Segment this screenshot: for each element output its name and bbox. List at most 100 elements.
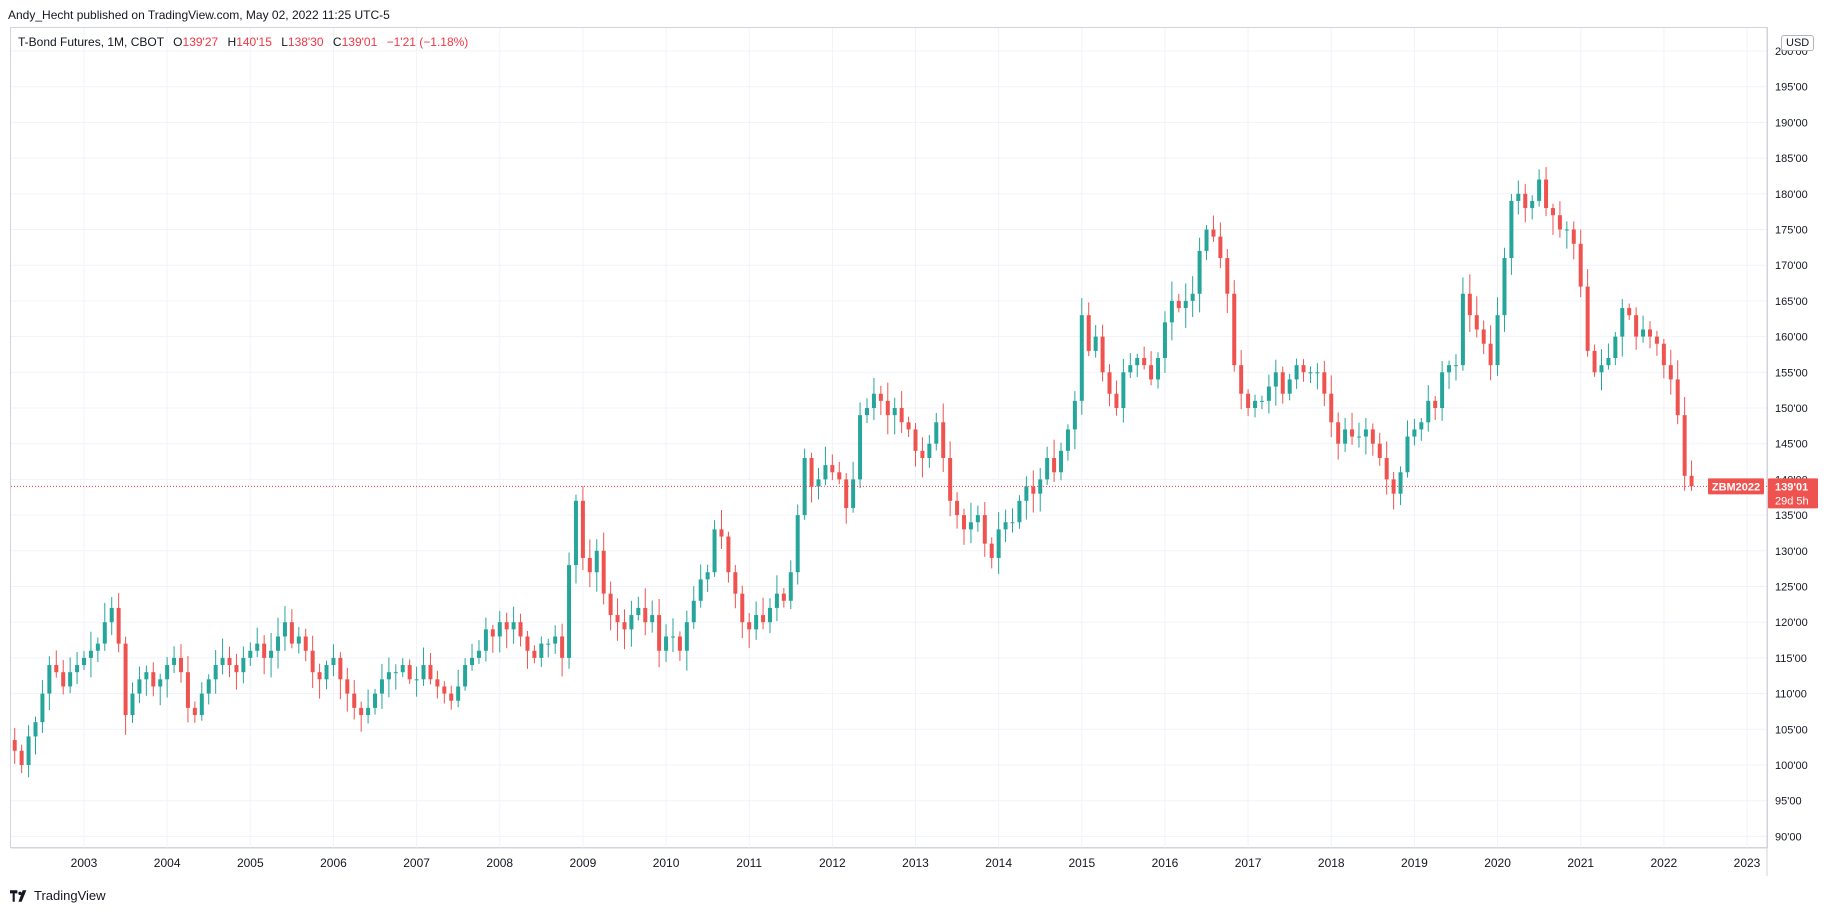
candle-body[interactable] [1523, 193, 1528, 209]
candle-body[interactable] [1273, 372, 1278, 387]
candle-body[interactable] [296, 636, 301, 644]
candle-body[interactable] [1329, 393, 1334, 423]
candle-body[interactable] [580, 500, 585, 558]
currency-button[interactable]: USD [1781, 35, 1815, 51]
candle-body[interactable] [892, 408, 897, 416]
candle-body[interactable] [213, 665, 218, 680]
candle-body[interactable] [282, 622, 287, 637]
candle-body[interactable] [504, 622, 509, 630]
candle-body[interactable] [1426, 400, 1431, 423]
candle-body[interactable] [539, 643, 544, 658]
candle-body[interactable] [878, 393, 883, 401]
candle-body[interactable] [109, 607, 114, 623]
candle-body[interactable] [982, 515, 987, 544]
candle-body[interactable] [95, 643, 100, 651]
candle-body[interactable] [643, 607, 648, 623]
candle-body[interactable] [615, 615, 620, 623]
candle-body[interactable] [1661, 343, 1666, 366]
candle-body[interactable] [414, 679, 419, 681]
candle-body[interactable] [1294, 365, 1299, 380]
candle-body[interactable] [823, 465, 828, 480]
candle-body[interactable] [955, 500, 960, 516]
candle-body[interactable] [1211, 229, 1216, 237]
symbol-name[interactable]: T-Bond Futures, 1M, CBOT [18, 35, 164, 49]
candle-body[interactable] [788, 572, 793, 601]
candle-body[interactable] [1460, 293, 1465, 366]
candle-body[interactable] [525, 636, 530, 651]
candle-body[interactable] [185, 672, 190, 708]
candle-body[interactable] [497, 622, 502, 637]
candle-body[interactable] [1045, 457, 1050, 480]
candle-body[interactable] [1176, 300, 1181, 309]
candle-body[interactable] [206, 679, 211, 694]
candle-body[interactable] [1474, 315, 1479, 330]
candle-body[interactable] [1370, 429, 1375, 444]
candle-body[interactable] [1017, 500, 1022, 523]
candle-body[interactable] [567, 565, 572, 658]
candle-body[interactable] [1183, 300, 1188, 309]
candle-body[interactable] [962, 515, 967, 530]
candle-body[interactable] [241, 657, 246, 673]
candle-body[interactable] [1031, 486, 1036, 494]
candle-body[interactable] [449, 693, 454, 701]
candle-body[interactable] [26, 736, 31, 765]
candle-body[interactable] [677, 636, 682, 651]
candle-body[interactable] [1391, 479, 1396, 494]
candle-body[interactable] [781, 593, 786, 601]
candle-body[interactable] [289, 622, 294, 644]
candle-body[interactable] [594, 550, 599, 573]
candle-body[interactable] [137, 679, 142, 694]
candle-body[interactable] [1128, 365, 1133, 373]
candle-body[interactable] [712, 529, 717, 573]
candle-body[interactable] [747, 622, 752, 630]
candle-body[interactable] [220, 657, 225, 666]
candle-body[interactable] [33, 722, 38, 737]
candle-body[interactable] [761, 615, 766, 623]
candle-body[interactable] [1308, 372, 1313, 374]
candle-body[interactable] [1578, 243, 1583, 287]
candle-body[interactable] [1121, 372, 1126, 408]
candle-body[interactable] [1467, 293, 1472, 316]
candle-body[interactable] [144, 672, 149, 680]
candle-body[interactable] [1225, 258, 1230, 294]
candle-body[interactable] [54, 665, 59, 673]
candle-body[interactable] [1675, 379, 1680, 416]
candle-body[interactable] [1079, 315, 1084, 401]
candle-body[interactable] [657, 615, 662, 651]
candle-body[interactable] [338, 657, 343, 680]
candle-body[interactable] [968, 522, 973, 530]
candle-body[interactable] [130, 693, 135, 716]
candle-body[interactable] [1447, 365, 1452, 373]
candle-body[interactable] [518, 622, 523, 637]
candle-body[interactable] [123, 643, 128, 716]
candle-body[interactable] [587, 557, 592, 573]
candle-body[interactable] [269, 650, 274, 658]
candle-body[interactable] [324, 665, 329, 680]
candle-body[interactable] [511, 622, 516, 630]
candle-body[interactable] [1003, 522, 1008, 530]
candle-body[interactable] [864, 408, 869, 416]
candle-body[interactable] [102, 622, 107, 644]
candle-body[interactable] [726, 536, 731, 573]
candle-body[interactable] [1668, 365, 1673, 380]
candle-body[interactable] [158, 679, 163, 687]
candle-body[interactable] [470, 657, 475, 666]
candle-body[interactable] [352, 693, 357, 708]
candle-body[interactable] [601, 550, 606, 594]
candle-body[interactable] [1398, 472, 1403, 494]
candle-body[interactable] [1509, 200, 1514, 259]
candle-body[interactable] [816, 479, 821, 487]
candle-body[interactable] [740, 593, 745, 623]
candle-body[interactable] [1564, 229, 1569, 231]
candle-body[interactable] [851, 479, 856, 508]
candle-body[interactable] [698, 579, 703, 601]
candle-body[interactable] [1204, 229, 1209, 251]
candle-body[interactable] [1502, 258, 1507, 316]
candle-body[interactable] [483, 629, 488, 651]
candle-body[interactable] [1239, 365, 1244, 394]
candle-body[interactable] [1336, 422, 1341, 444]
candle-body[interactable] [456, 686, 461, 701]
candle-body[interactable] [12, 740, 17, 751]
candle-body[interactable] [379, 679, 384, 694]
candle-body[interactable] [622, 622, 627, 630]
